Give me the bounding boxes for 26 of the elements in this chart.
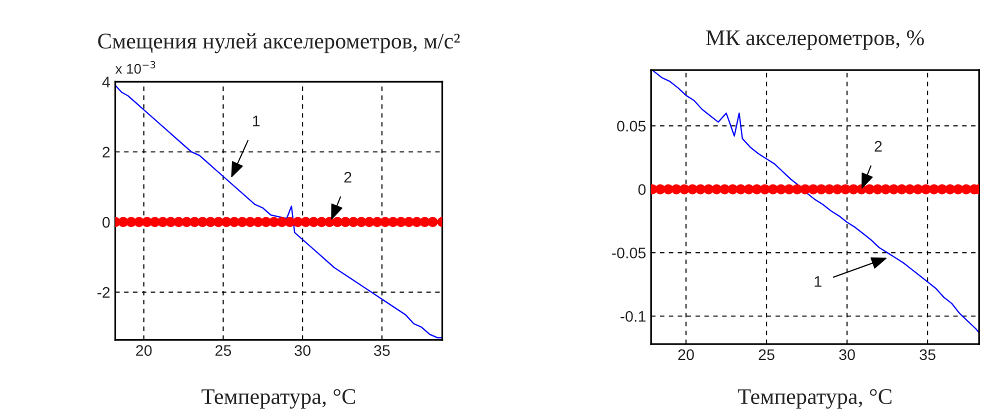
x-tick-label: 25 xyxy=(758,349,774,360)
chart-title: Смещения нулей акселерометров, м/с² xyxy=(98,33,460,54)
x-tick-label: 25 xyxy=(215,345,232,356)
x-axis-title: Температура, °C xyxy=(738,389,892,409)
y-tick-label: 0 xyxy=(102,216,110,228)
chart-title: МК акселерометров, % xyxy=(706,30,924,50)
x-tick-label: 35 xyxy=(920,349,936,360)
x-axis-title: Температура, °C xyxy=(202,389,356,409)
x-tick-label: 30 xyxy=(839,349,855,360)
x-tick-label: 20 xyxy=(136,345,152,356)
annotation: 1 xyxy=(253,116,260,126)
x-tick-label: 20 xyxy=(678,349,694,360)
annotation: 2 xyxy=(344,172,352,183)
y-tick-label: -0.05 xyxy=(612,248,646,258)
x-tick-label: 35 xyxy=(374,345,390,356)
annotation: 1 xyxy=(814,276,822,287)
text: x 10$^{−3}$ xyxy=(115,61,156,74)
y-tick-label: 0 xyxy=(638,184,646,195)
y-tick-label: -0.1 xyxy=(620,310,646,322)
x-tick-label: 30 xyxy=(294,345,310,356)
y-tick-label: 2 xyxy=(102,146,110,158)
line-series xyxy=(115,84,442,338)
y-tick-label: 0.05 xyxy=(617,120,646,132)
annotation: 2 xyxy=(874,140,882,152)
y-tick-label: 4 xyxy=(102,76,110,88)
y-tick-label: -2 xyxy=(97,287,110,298)
